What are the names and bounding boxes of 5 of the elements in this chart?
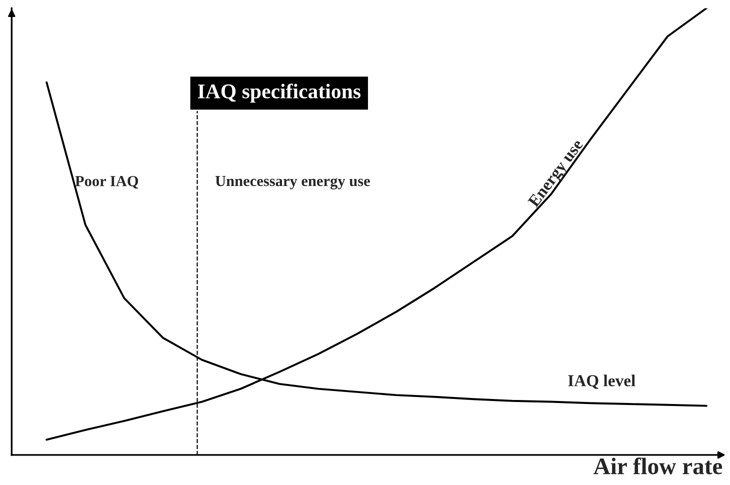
annotation: Unnecessary energy use bbox=[215, 176, 370, 190]
annotation: Poor IAQ bbox=[75, 176, 138, 189]
series-label: IAQ level bbox=[568, 374, 636, 389]
x-axis-title: Air flow rate bbox=[594, 457, 722, 474]
annotation: IAQ specifications bbox=[198, 84, 361, 103]
